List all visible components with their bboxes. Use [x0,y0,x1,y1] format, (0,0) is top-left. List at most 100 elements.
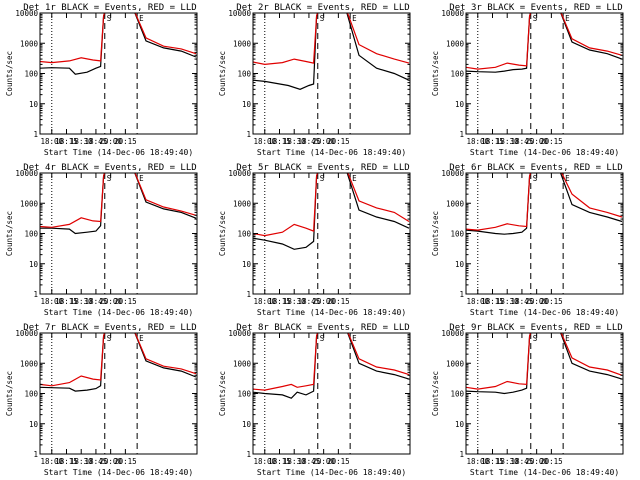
x-tick-label: 20:00 [312,137,335,146]
events-series [253,333,410,399]
y-tick-label: 1 [246,450,251,459]
x-axis-label: Start Time (14-Dec-06 18:49:40) [257,308,406,317]
marker-e: E [139,14,144,23]
marker-s: S [533,14,538,23]
marker-e: E [565,334,570,343]
y-tick-label: 10000 [441,169,464,178]
y-tick-label: 10 [242,100,252,109]
y-axis-label: Counts/sec [218,51,227,96]
series-group [253,13,410,90]
plot-frame [465,172,624,295]
series-group [40,173,197,235]
x-tick-label: 20:00 [525,297,548,306]
y-tick-label: 1 [246,130,251,139]
x-axis-label: Start Time (14-Dec-06 18:49:40) [470,308,619,317]
x-tick-label: 18:00 [466,457,489,466]
series-group [466,173,623,235]
x-tick-label: 18:15 [55,297,78,306]
y-tick-label: 10 [29,420,39,429]
y-axis-label: Counts/sec [431,51,440,96]
marker-e: E [565,14,570,23]
x-tick-label: 20:00 [525,137,548,146]
x-tick-label: 18:45 [298,297,321,306]
y-tick-label: 10000 [441,9,464,18]
x-tick-label: 18:00 [40,297,63,306]
y-axis-label: Counts/sec [431,371,440,416]
x-tick-label: 20:15 [327,137,350,146]
x-tick-label: 20:00 [99,137,122,146]
x-tick-label: 20:00 [525,457,548,466]
y-tick-label: 100 [24,390,38,399]
x-axis-label: Start Time (14-Dec-06 18:49:40) [44,148,193,157]
panel-title: Det 4r BLACK = Events, RED = LLD [23,163,196,173]
y-tick-label: 10 [242,420,252,429]
plot-frame [39,172,198,295]
x-tick-label: 18:15 [481,137,504,146]
y-tick-label: 100 [237,70,251,79]
x-tick-label: 20:00 [312,297,335,306]
marker-s: S [107,174,112,183]
x-tick-label: 18:30 [283,137,306,146]
y-tick-label: 1 [246,290,251,299]
x-tick-label: 18:00 [253,137,276,146]
panel-title: Det 5r BLACK = Events, RED = LLD [236,163,409,173]
y-tick-label: 1000 [20,39,39,48]
plot-frame [465,332,624,455]
marker-s: S [533,174,538,183]
x-tick-label: 20:15 [327,297,350,306]
events-series [466,173,623,235]
marker-s: S [320,14,325,23]
y-tick-label: 10000 [15,329,38,338]
x-tick-label: 18:30 [496,137,519,146]
panel-title: Det 7r BLACK = Events, RED = LLD [23,323,196,333]
x-tick-label: 18:00 [466,297,489,306]
panel-title: Det 3r BLACK = Events, RED = LLD [449,3,622,13]
series-group [466,13,623,73]
y-tick-label: 100 [450,390,464,399]
x-tick-label: 18:00 [253,457,276,466]
x-tick-label: 18:30 [283,297,306,306]
events-series [253,13,410,90]
x-tick-label: 18:45 [511,297,534,306]
x-tick-label: 20:15 [114,137,137,146]
events-series [466,333,623,395]
y-tick-label: 100 [237,390,251,399]
x-axis-label: Start Time (14-Dec-06 18:49:40) [257,148,406,157]
lld-series [253,333,410,391]
x-tick-label: 20:15 [540,457,563,466]
x-tick-label: 20:15 [540,297,563,306]
y-axis-label: Counts/sec [431,211,440,256]
lld-series [40,13,197,64]
x-tick-label: 18:45 [298,457,321,466]
y-tick-label: 1 [33,130,38,139]
y-tick-label: 1000 [233,199,252,208]
y-tick-label: 10000 [15,169,38,178]
y-tick-label: 1000 [446,199,465,208]
x-tick-label: 18:45 [85,297,108,306]
x-tick-label: 18:15 [268,297,291,306]
x-tick-label: 20:15 [540,137,563,146]
x-tick-label: 18:30 [70,297,93,306]
y-axis-label: Counts/sec [218,211,227,256]
marker-s: S [320,174,325,183]
x-tick-label: 18:00 [466,137,489,146]
lld-series [466,333,623,390]
x-tick-label: 18:00 [253,297,276,306]
panel-title: Det 8r BLACK = Events, RED = LLD [236,323,409,333]
y-tick-label: 10000 [228,169,251,178]
x-tick-label: 18:00 [40,457,63,466]
marker-e: E [352,334,357,343]
y-tick-label: 10 [29,260,39,269]
x-tick-label: 20:00 [99,457,122,466]
plot-frame [39,332,198,455]
events-series [40,333,197,392]
y-tick-label: 1 [459,130,464,139]
y-tick-label: 100 [24,230,38,239]
events-series [40,173,197,235]
